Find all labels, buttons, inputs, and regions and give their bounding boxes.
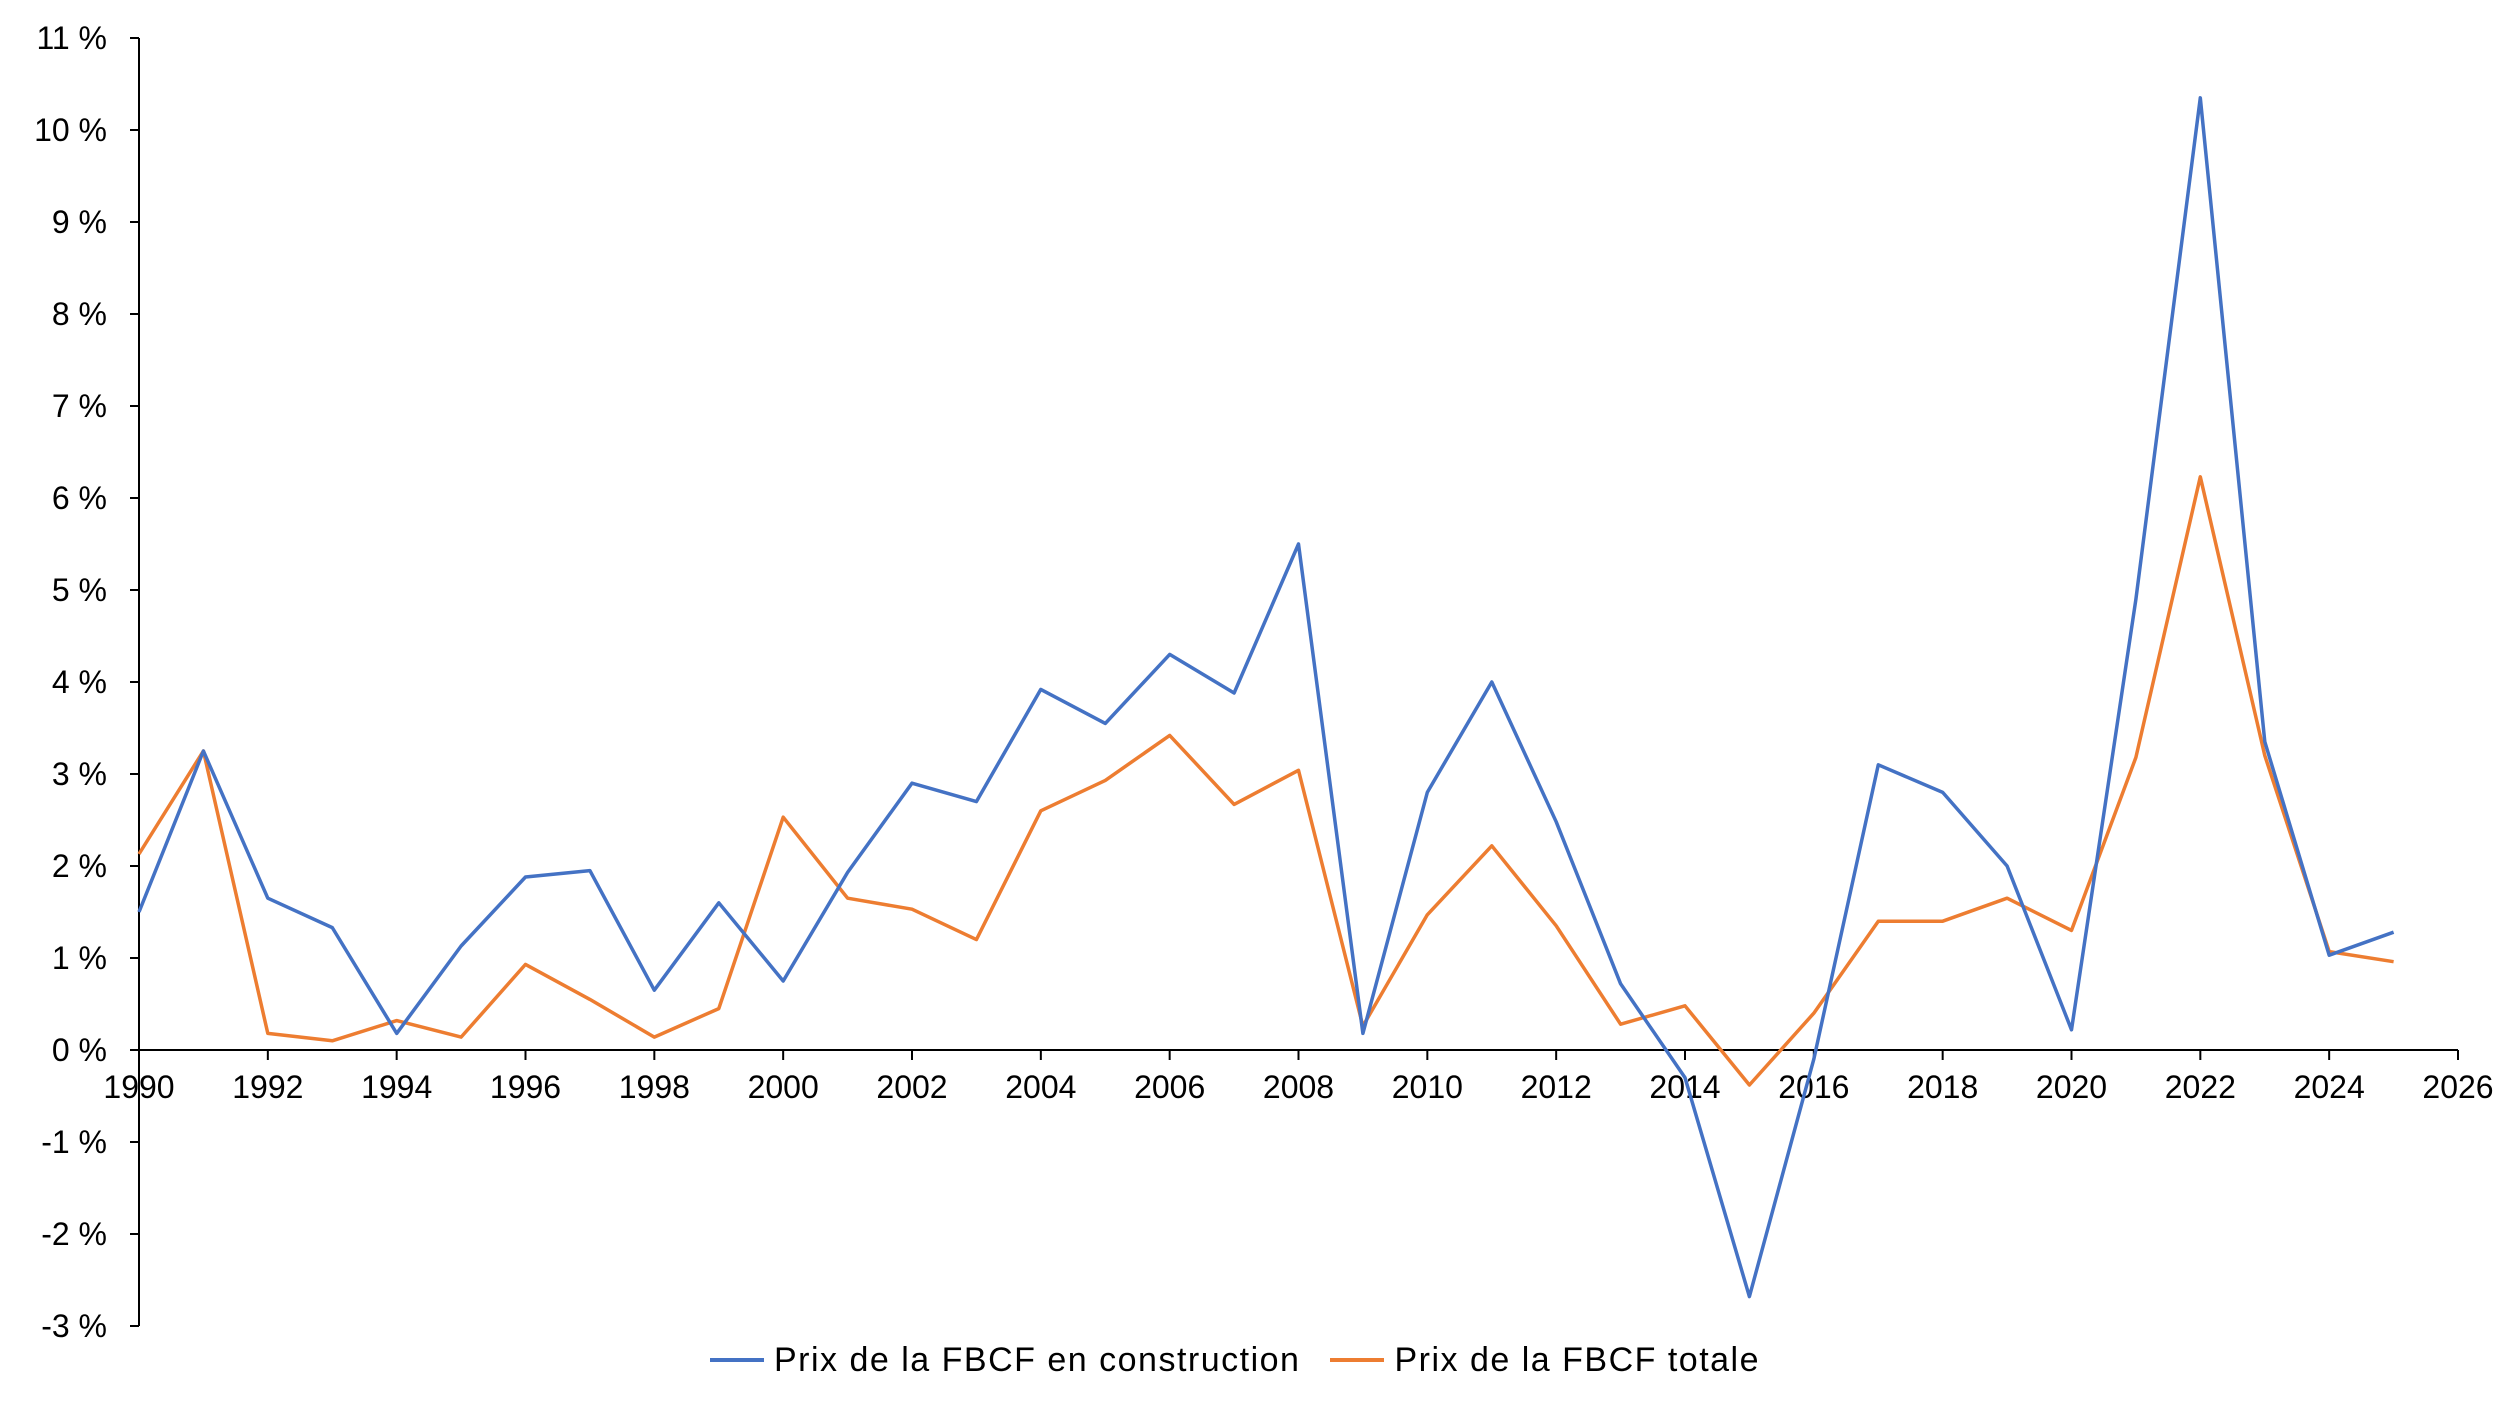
x-tick-label: 1996 (490, 1069, 561, 1105)
y-tick-label: 0 % (52, 1032, 107, 1068)
x-tick-label: 2010 (1392, 1069, 1463, 1105)
x-tick-label: 1994 (361, 1069, 432, 1105)
y-tick-label: 9 % (52, 204, 107, 240)
x-tick-label: 2014 (1649, 1069, 1720, 1105)
y-tick-label: 2 % (52, 848, 107, 884)
legend-swatch (709, 1358, 764, 1362)
series-line-1 (137, 475, 2394, 1087)
legend-label: Prix de la FBCF totale (1394, 1340, 1761, 1379)
x-tick-label: 2022 (2165, 1069, 2236, 1105)
y-tick-label: 4 % (52, 664, 107, 700)
x-tick-label: 1990 (103, 1069, 174, 1105)
legend-item-1: Prix de la FBCF totale (1330, 1341, 1760, 1380)
x-tick-label: 2016 (1778, 1069, 1849, 1105)
legend: Prix de la FBCF en construction Prix de l… (0, 1336, 2500, 1384)
x-tick-label: 2020 (2036, 1069, 2107, 1105)
y-tick-label: -2 % (41, 1216, 107, 1252)
y-tick-label: 10 % (34, 112, 107, 148)
series-line-0 (137, 96, 2395, 1299)
x-tick-label: 2008 (1263, 1069, 1334, 1105)
x-tick-label: 1992 (232, 1069, 303, 1105)
axes: -3 % -2 % -1 % 0 % 1 % 2 % 3 % 4 % 5 % 6 % 7 % 8 % 9… (34, 20, 2494, 1344)
y-tick-label: 8 % (52, 296, 107, 332)
y-tick-label: -3 % (41, 1308, 107, 1344)
x-tick-label: 1998 (619, 1069, 690, 1105)
x-tick-label: 2026 (2422, 1069, 2493, 1105)
x-tick-label: 2018 (1907, 1069, 1978, 1105)
y-tick-label: 7 % (52, 388, 107, 424)
y-tick-label: -1 % (41, 1124, 107, 1160)
x-tick-label: 2012 (1521, 1069, 1592, 1105)
y-tick-label: 5 % (52, 572, 107, 608)
y-tick-label: 3 % (52, 756, 107, 792)
x-tick-label: 2004 (1005, 1069, 1076, 1105)
legend-label: Prix de la FBCF en construction (773, 1340, 1301, 1379)
y-tick-label: 6 % (52, 480, 107, 516)
legend-swatch (1330, 1358, 1385, 1362)
series-layer (137, 96, 2395, 1299)
x-tick-label: 2006 (1134, 1069, 1205, 1105)
x-tick-label: 2000 (748, 1069, 819, 1105)
x-tick-label: 2002 (876, 1069, 947, 1105)
y-tick-label: 11 % (36, 20, 107, 56)
y-tick-label: 1 % (52, 940, 107, 976)
legend-item-0: Prix de la FBCF en construction (709, 1340, 1301, 1380)
x-tick-label: 2024 (2294, 1069, 2365, 1105)
